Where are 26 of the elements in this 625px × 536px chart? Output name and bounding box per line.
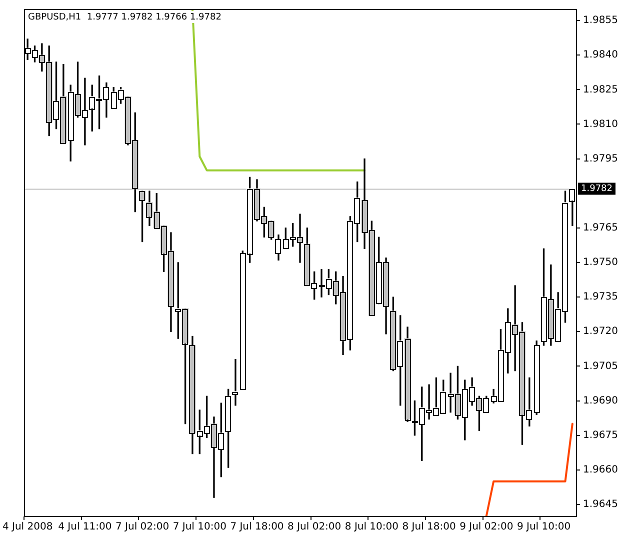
x-tick-label: 7 Jul 02:00 [115, 522, 170, 533]
x-tick-label: 8 Jul 18:00 [402, 522, 456, 533]
x-tick-label: 4 Jul 11:00 [58, 522, 112, 533]
y-tick-label: 1.9735 [583, 292, 618, 303]
y-tick-label: 1.9855 [583, 15, 618, 26]
x-tick-label: 4 Jul 2008 [2, 522, 53, 533]
x-tick-label: 7 Jul 18:00 [230, 522, 284, 533]
y-tick-label: 1.9825 [583, 84, 618, 96]
y-tick-label: 1.9645 [583, 499, 618, 510]
y-tick-label: 1.9750 [583, 257, 618, 268]
chart-title: GBPUSD,H1 1.9777 1.9782 1.9766 1.9782 [28, 12, 222, 22]
ref-line-label: 1.9782 [581, 184, 613, 194]
x-tick-label: 8 Jul 10:00 [344, 522, 398, 533]
y-tick-label: 1.9840 [583, 50, 618, 61]
y-tick-label: 1.9720 [583, 326, 618, 338]
y-tick-label: 1.9660 [583, 464, 618, 476]
y-tick-label: 1.9810 [583, 118, 618, 130]
x-tick-label: 7 Jul 10:00 [172, 522, 226, 533]
y-tick-label: 1.9795 [583, 153, 618, 164]
y-tick-label: 1.9705 [583, 360, 618, 372]
x-tick-label: 9 Jul 10:00 [516, 522, 571, 533]
x-tick-label: 9 Jul 02:00 [460, 522, 514, 533]
y-tick-label: 1.9690 [583, 395, 618, 406]
x-tick-label: 8 Jul 02:00 [288, 522, 342, 533]
y-tick-label: 1.9765 [583, 222, 618, 234]
y-tick-label: 1.9675 [583, 430, 618, 441]
